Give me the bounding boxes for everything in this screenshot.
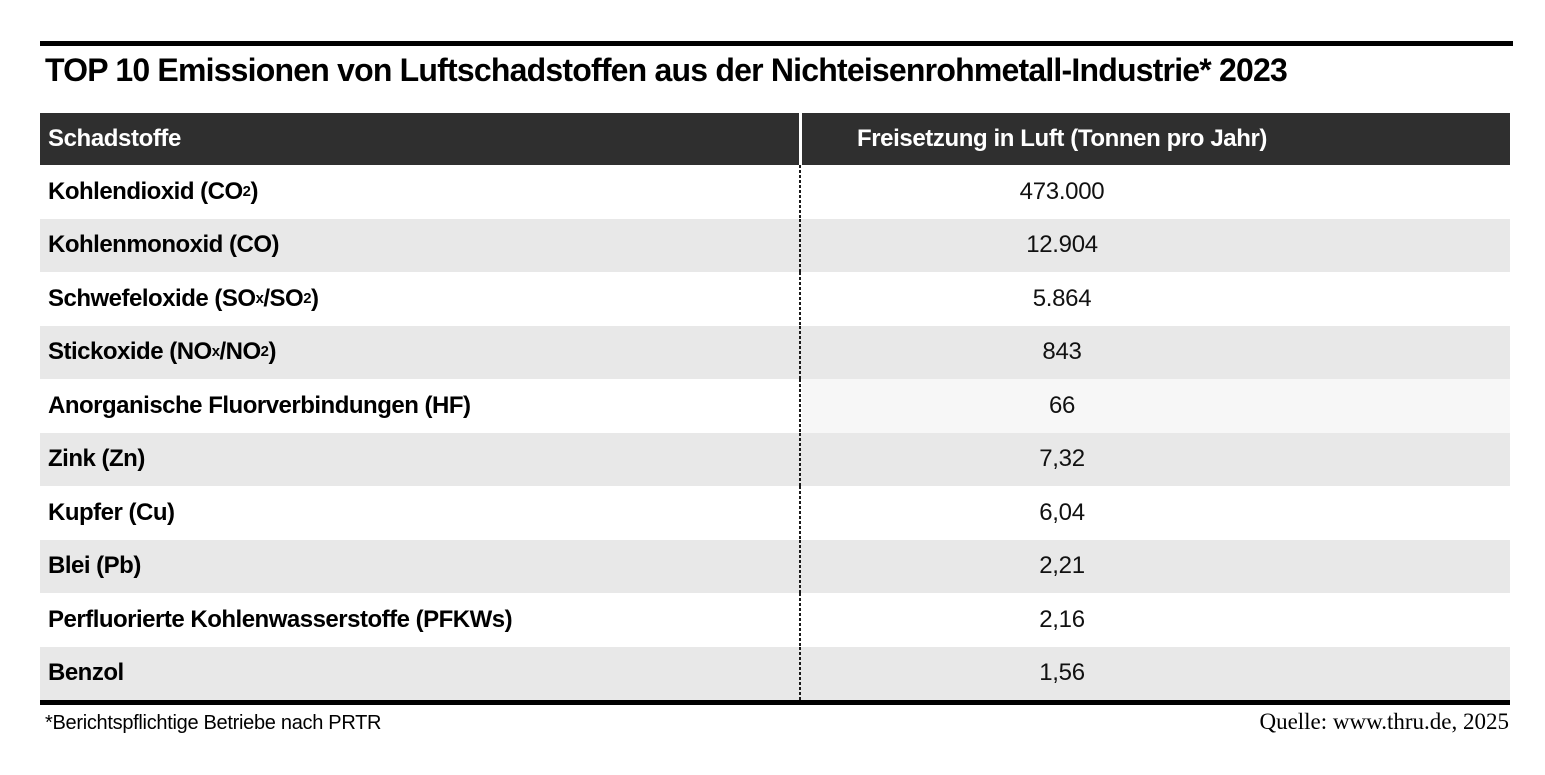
header-column-gap bbox=[799, 113, 802, 165]
table-row: Blei (Pb) 2,21 bbox=[40, 539, 1510, 593]
pollutant-cell: Kohlenmonoxid (CO) bbox=[48, 231, 279, 259]
column-divider-dotted-line bbox=[799, 165, 802, 219]
pollutant-cell: Perfluorierte Kohlenwasserstoffe (PFKWs) bbox=[48, 605, 513, 633]
top-rule bbox=[40, 41, 1513, 46]
column-header-freisetzung: Freisetzung in Luft (Tonnen pro Jahr) bbox=[802, 113, 1510, 165]
emissions-table: Schadstoffe Freisetzung in Luft (Tonnen … bbox=[40, 113, 1510, 705]
pollutant-cell: Anorganische Fluorverbindungen (HF) bbox=[48, 391, 471, 419]
value-cell: 7,32 bbox=[1039, 445, 1085, 473]
footnote: *Berichtspflichtige Betriebe nach PRTR bbox=[45, 712, 382, 734]
column-divider-dotted-line bbox=[799, 593, 802, 647]
column-divider-dotted-line bbox=[799, 272, 802, 326]
value-cell: 12.904 bbox=[1026, 231, 1098, 259]
pollutant-cell: Kohlendioxid (CO 2) bbox=[48, 177, 258, 205]
page-title: TOP 10 Emissionen von Luftschadstoffen a… bbox=[45, 52, 1288, 88]
pollutant-cell: Zink (Zn) bbox=[48, 445, 145, 473]
table-header-row: Schadstoffe Freisetzung in Luft (Tonnen … bbox=[40, 113, 1510, 165]
pollutant-cell: Stickoxide (NO x/NO 2) bbox=[48, 338, 276, 366]
table-row: Perfluorierte Kohlenwasserstoffe (PFKWs)… bbox=[40, 593, 1510, 647]
bottom-rule bbox=[40, 700, 1510, 705]
table-row: Benzol 1,56 bbox=[40, 646, 1510, 700]
table-row: Zink (Zn) 7,32 bbox=[40, 432, 1510, 486]
table-body: Kohlendioxid (CO 2) 473.000 Kohlenmonoxid… bbox=[40, 165, 1510, 700]
value-cell: 843 bbox=[1042, 338, 1082, 366]
column-header-schadstoffe: Schadstoffe bbox=[40, 113, 799, 165]
column-divider-dotted-line bbox=[799, 218, 802, 272]
column-divider-dotted-line bbox=[799, 539, 802, 593]
value-cell: 473.000 bbox=[1019, 177, 1105, 205]
table-row: Schwefeloxide (SO x/SO 2) 5.864 bbox=[40, 272, 1510, 326]
column-divider-dotted-line bbox=[799, 325, 802, 379]
column-divider-dotted-line bbox=[799, 432, 802, 486]
table-row: Anorganische Fluorverbindungen (HF) 66 bbox=[40, 379, 1510, 433]
table-row: Kohlendioxid (CO 2) 473.000 bbox=[40, 165, 1510, 219]
table-row: Kupfer (Cu) 6,04 bbox=[40, 486, 1510, 540]
value-cell: 6,04 bbox=[1039, 498, 1085, 526]
value-cell: 2,21 bbox=[1039, 552, 1085, 580]
value-cell: 5.864 bbox=[1032, 284, 1092, 312]
value-cell: 2,16 bbox=[1039, 605, 1085, 633]
source-credit: Quelle: www.thru.de, 2025 bbox=[1259, 709, 1509, 734]
pollutant-cell: Kupfer (Cu) bbox=[48, 498, 175, 526]
table-row: Stickoxide (NO x/NO 2) 843 bbox=[40, 325, 1510, 379]
column-divider-dotted-line bbox=[799, 646, 802, 700]
value-cell: 66 bbox=[802, 379, 1510, 433]
pollutant-cell: Benzol bbox=[48, 659, 124, 687]
column-divider-dotted-line bbox=[799, 486, 802, 540]
value-cell: 1,56 bbox=[1039, 659, 1085, 687]
pollutant-cell: Blei (Pb) bbox=[48, 552, 141, 580]
column-divider-dotted-line bbox=[799, 379, 802, 433]
table-row: Kohlenmonoxid (CO) 12.904 bbox=[40, 218, 1510, 272]
pollutant-cell: Schwefeloxide (SO x/SO 2) bbox=[48, 284, 319, 312]
